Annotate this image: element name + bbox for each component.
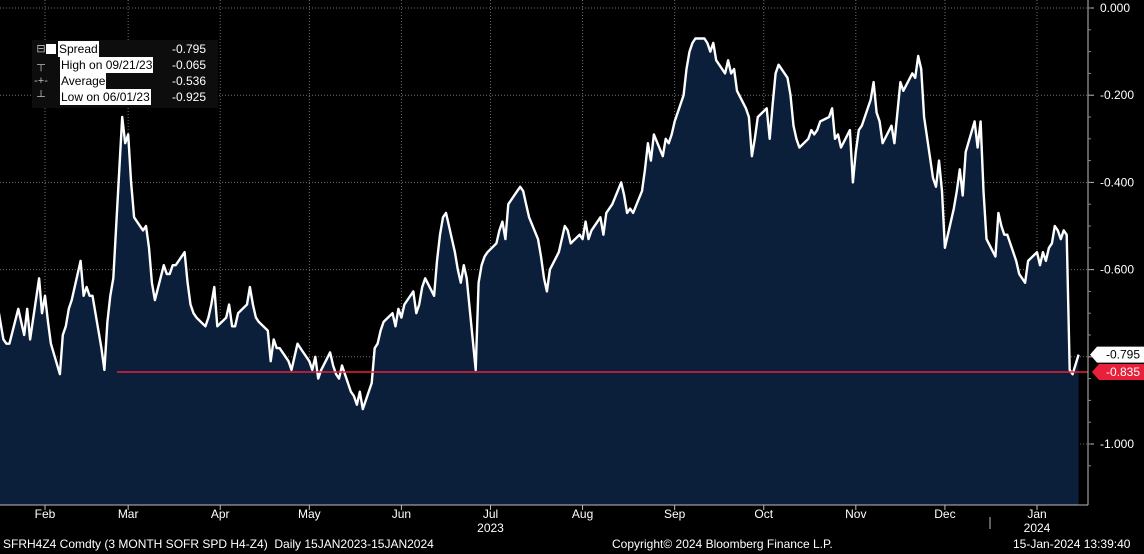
footer-copyright: Copyright© 2024 Bloomberg Finance L.P.	[612, 537, 833, 551]
x-tick-label: Sep	[664, 507, 686, 521]
x-tick-label: Feb	[35, 507, 56, 521]
legend-value-average: -0.536	[172, 74, 207, 88]
spread-area	[0, 37, 1080, 505]
series-line	[0, 37, 1080, 411]
y-tick-label: -0.400	[1100, 175, 1134, 189]
y-tick-label: -0.200	[1100, 88, 1134, 102]
value-labels: -0.795 -0.835	[1090, 346, 1144, 381]
year-label: 2024	[1024, 521, 1051, 535]
legend-row-spread: ⊟ Spread -0.795	[32, 41, 218, 57]
last-value-label: -0.795	[1106, 348, 1140, 362]
y-tick-label: 0.000	[1100, 1, 1130, 15]
x-tick-label: Jan	[1027, 507, 1046, 521]
ticker-text: SFRH4Z4 Comdty (3 MONTH SOFR SPD H4-Z4)	[3, 537, 268, 551]
legend-label-low: Low on 06/01/23	[60, 89, 151, 105]
legend-value-high: -0.065	[172, 58, 207, 72]
high-marker-icon: ┬	[37, 59, 45, 71]
x-axis-ticks: Feb Mar Apr May Jun Jul Aug Sep Oct Nov Dec Jan 2023…	[35, 505, 1051, 535]
x-tick-label: Nov	[845, 507, 866, 521]
footer-timestamp: 15-Jan-2024 13:39:40	[1013, 537, 1131, 551]
axes	[0, 0, 1089, 506]
frequency-text: Daily 15JAN2023-15JAN2024	[274, 537, 434, 551]
x-tick-label: Jul	[483, 507, 498, 521]
legend-label-spread: Spread	[58, 41, 99, 57]
legend-label-high: High on 09/21/23	[60, 57, 154, 73]
low-marker-icon: ┴	[37, 91, 45, 103]
legend-swatch-spread	[46, 44, 56, 54]
legend-label-average: Average	[60, 73, 107, 89]
legend: ⊟ Spread -0.795 ┬ High on 09/21/23 -0.06…	[32, 40, 218, 108]
x-tick-label: Mar	[118, 507, 139, 521]
last-value-tag	[1090, 346, 1144, 363]
footer-ticker: SFRH4Z4 Comdty (3 MONTH SOFR SPD H4-Z4) …	[3, 537, 434, 551]
y-axis-ticks: 0.000-0.200-0.400-0.600-0.800-1.000	[1088, 1, 1134, 467]
legend-collapse-icon[interactable]: ⊟	[36, 43, 46, 55]
reference-value-tag	[1092, 364, 1144, 381]
legend-row-high: ┬ High on 09/21/23 -0.065	[32, 57, 218, 73]
legend-row-low: ┴ Low on 06/01/23 -0.925	[32, 89, 218, 105]
average-marker-icon: -+-	[34, 75, 48, 87]
reference-value-label: -0.835	[1106, 365, 1140, 379]
series-area-fill	[0, 38, 1079, 505]
legend-value-spread: -0.795	[172, 42, 207, 56]
legend-row-average: -+- Average -0.536	[32, 73, 218, 89]
y-tick-label: -1.000	[1100, 437, 1134, 451]
y-tick-label: -0.600	[1100, 263, 1134, 277]
x-tick-label: Oct	[754, 507, 773, 521]
x-tick-label: Aug	[572, 507, 593, 521]
x-tick-label: May	[298, 507, 321, 521]
x-tick-label: Dec	[934, 507, 955, 521]
year-label: 2023	[477, 521, 504, 535]
x-tick-label: Apr	[211, 507, 230, 521]
legend-value-low: -0.925	[172, 90, 207, 104]
x-tick-label: Jun	[392, 507, 411, 521]
